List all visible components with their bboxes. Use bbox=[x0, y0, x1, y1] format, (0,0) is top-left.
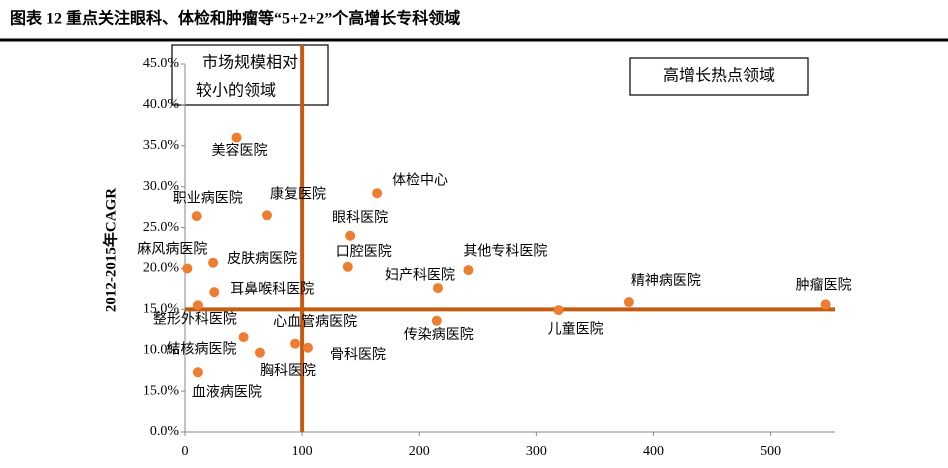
point-label: 肿瘤医院 bbox=[796, 277, 852, 294]
y-axis-label: 2012-2015年CAGR bbox=[101, 188, 119, 312]
point-label: 骨科医院 bbox=[330, 347, 386, 363]
y-tick-label: 35.0% bbox=[143, 138, 180, 153]
annotation: 较小的领域 bbox=[196, 82, 276, 100]
point bbox=[345, 230, 356, 241]
point bbox=[290, 338, 301, 349]
y-tick-label: 25.0% bbox=[143, 220, 180, 235]
point bbox=[553, 305, 564, 316]
y-tick-label: 30.0% bbox=[143, 179, 180, 194]
point-label: 整形外科医院 bbox=[153, 311, 237, 327]
y-tick-label: 20.0% bbox=[143, 261, 180, 276]
point bbox=[238, 332, 249, 343]
x-tick-label: 400 bbox=[643, 444, 664, 459]
point-label: 結核病医院 bbox=[167, 341, 237, 357]
point-label: 麻风病医院 bbox=[137, 242, 207, 258]
x-tick-label: 100 bbox=[292, 444, 313, 459]
y-tick-label: 45.0% bbox=[143, 56, 180, 71]
point bbox=[623, 296, 634, 307]
x-tick-label: 200 bbox=[409, 444, 430, 459]
point bbox=[372, 188, 383, 199]
point-label: 精神病医院 bbox=[631, 273, 701, 289]
chart-title: 图表 12 重点关注眼科、体检和肿瘤等“5+2+2”个高增长专科领域 bbox=[10, 9, 460, 28]
point bbox=[432, 283, 443, 294]
point-label: 儿童医院 bbox=[548, 320, 604, 337]
point bbox=[302, 342, 313, 353]
point-label: 妇产科医院 bbox=[385, 266, 455, 283]
point bbox=[463, 265, 474, 276]
annotation: 高增长热点领域 bbox=[663, 67, 775, 85]
point bbox=[191, 211, 202, 222]
point bbox=[182, 263, 193, 274]
point-label: 血液病医院 bbox=[192, 385, 262, 401]
point-label: 眼科医院 bbox=[332, 210, 388, 226]
point-label: 口腔医院 bbox=[336, 244, 392, 260]
point bbox=[208, 257, 219, 268]
y-tick-label: 10.0% bbox=[143, 342, 180, 357]
point bbox=[231, 132, 242, 143]
annotation-box bbox=[629, 57, 809, 96]
point bbox=[820, 299, 831, 310]
point-label: 传染病医院 bbox=[404, 327, 474, 343]
annotation: 市场规模相对 bbox=[202, 54, 298, 72]
x-tick-label: 300 bbox=[526, 444, 547, 459]
x-tick-label: 500 bbox=[760, 444, 781, 459]
point-label: 体检中心 bbox=[392, 172, 448, 188]
x-tick-label: 0 bbox=[182, 444, 189, 459]
y-tick-label: 0.0% bbox=[150, 424, 180, 439]
point bbox=[192, 367, 203, 378]
point-label: 耳鼻喉科医院 bbox=[230, 280, 314, 297]
point-label: 心血管病医院 bbox=[273, 314, 357, 330]
point bbox=[342, 261, 353, 272]
point-label: 职业病医院 bbox=[173, 190, 243, 206]
point bbox=[431, 315, 442, 326]
point-label: 美容医院 bbox=[212, 142, 268, 159]
point bbox=[254, 347, 265, 358]
y-tick-label: 40.0% bbox=[143, 97, 180, 112]
y-tick-label: 15.0% bbox=[143, 383, 180, 398]
point bbox=[209, 287, 220, 298]
point-label: 皮肤病医院 bbox=[227, 251, 297, 267]
y-tick-label: 15.0% bbox=[143, 302, 180, 317]
point-label: 其他专科医院 bbox=[463, 243, 547, 259]
point-label: 胸科医院 bbox=[260, 363, 316, 379]
point bbox=[192, 300, 203, 311]
point-label: 康复医院 bbox=[270, 186, 326, 203]
point bbox=[261, 210, 272, 221]
